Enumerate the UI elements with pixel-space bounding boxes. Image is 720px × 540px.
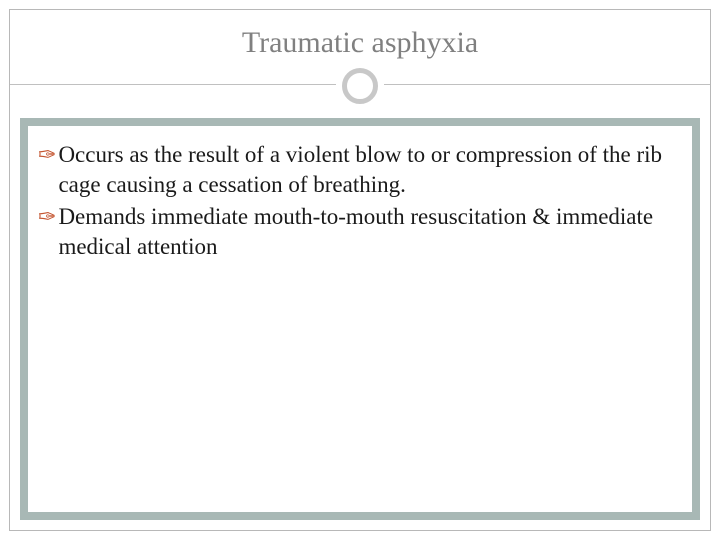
- bullet-text: Occurs as the result of a violent blow t…: [58, 140, 682, 200]
- slide-title: Traumatic asphyxia: [0, 26, 720, 60]
- bullet-icon: ✑: [38, 202, 56, 232]
- circle-decoration-icon: [342, 68, 378, 104]
- list-item: ✑ Occurs as the result of a violent blow…: [38, 140, 682, 200]
- bullet-text: Demands immediate mouth-to-mouth resusci…: [58, 202, 682, 262]
- bullet-icon: ✑: [38, 140, 56, 170]
- list-item: ✑ Demands immediate mouth-to-mouth resus…: [38, 202, 682, 262]
- bullet-list: ✑ Occurs as the result of a violent blow…: [38, 140, 682, 264]
- slide-container: Traumatic asphyxia ✑ Occurs as the resul…: [0, 0, 720, 540]
